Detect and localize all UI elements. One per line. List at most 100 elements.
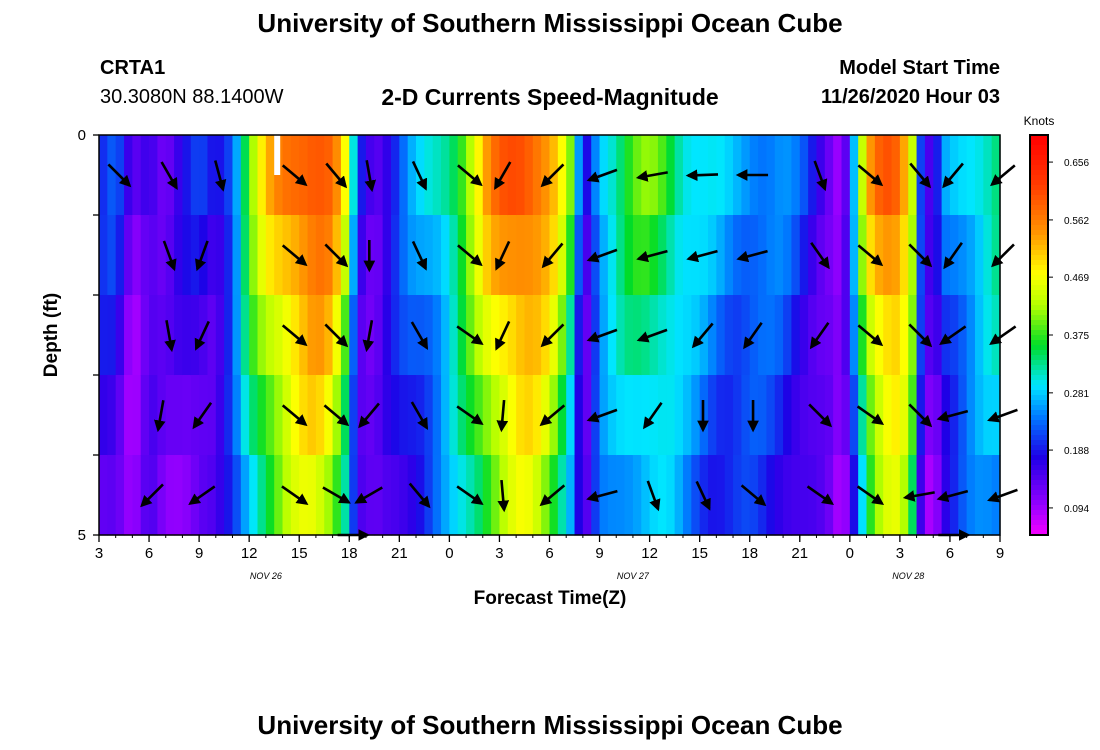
heat-cell — [532, 215, 542, 296]
colorbar-segment — [1030, 430, 1048, 436]
heat-cell — [891, 215, 901, 296]
current-vector — [160, 161, 178, 191]
colorbar-segment — [1030, 420, 1048, 426]
current-vector — [908, 403, 933, 428]
heat-cell — [99, 455, 108, 536]
heat-cell — [432, 455, 442, 536]
heat-cell — [674, 295, 684, 376]
heat-cell — [849, 375, 859, 456]
colorbar-segment — [1030, 510, 1048, 516]
current-vector — [322, 486, 351, 504]
heat-cell — [441, 135, 450, 216]
heat-cell — [457, 135, 467, 216]
current-vector — [586, 328, 618, 343]
current-vector — [323, 404, 350, 427]
colorbar-segment — [1030, 230, 1048, 236]
colorbar-segment — [1030, 350, 1048, 356]
heat-cell — [974, 135, 984, 216]
heat-cell — [674, 135, 684, 216]
heat-cell — [666, 375, 676, 456]
current-vector — [636, 249, 668, 263]
heat-cell — [482, 215, 492, 296]
heat-cell — [624, 295, 634, 376]
current-vector — [456, 485, 484, 505]
heat-cell — [449, 295, 459, 376]
heat-cell — [491, 375, 501, 456]
current-vector — [943, 241, 963, 270]
x-tick-label: 3 — [95, 545, 103, 562]
heat-cell — [808, 135, 818, 216]
heat-cell — [265, 135, 275, 216]
heat-cell — [282, 135, 292, 216]
heat-cell — [190, 215, 200, 296]
current-vector — [936, 409, 969, 423]
heat-cell — [190, 375, 200, 456]
heat-cell — [165, 375, 175, 456]
heat-cell — [766, 295, 776, 376]
heat-cell — [966, 455, 976, 536]
heat-cell — [582, 455, 592, 536]
colorbar-segment — [1030, 245, 1048, 251]
heat-cell — [299, 215, 309, 296]
heat-cell — [307, 375, 317, 456]
heat-cell — [824, 375, 834, 456]
heat-cell — [524, 295, 534, 376]
x-tick-label: 21 — [391, 545, 408, 562]
heat-cell — [482, 375, 492, 456]
heat-cell — [741, 455, 751, 536]
heat-cell — [833, 455, 843, 536]
heat-cell — [666, 295, 676, 376]
current-vector — [743, 321, 763, 350]
heat-cell — [733, 455, 742, 536]
heat-cell — [340, 375, 350, 456]
heat-cell — [99, 215, 108, 296]
heat-cell — [215, 455, 225, 536]
heat-cell — [349, 135, 359, 216]
heat-cell — [374, 375, 384, 456]
heat-cell — [557, 135, 567, 216]
current-vector — [856, 485, 885, 505]
heat-cell — [883, 375, 893, 456]
x-tick-label: 6 — [946, 545, 954, 562]
heat-cell — [682, 295, 692, 376]
colorbar-segment — [1030, 515, 1048, 521]
heat-cell — [340, 295, 350, 376]
heat-cell — [532, 135, 542, 216]
current-vector — [909, 162, 932, 189]
colorbar-segment — [1030, 435, 1048, 441]
heat-cell — [457, 215, 467, 296]
current-vector — [107, 163, 132, 188]
heat-cell — [724, 375, 734, 456]
heat-cell — [274, 455, 284, 536]
heat-cell — [766, 455, 776, 536]
colorbar-segment — [1030, 440, 1048, 446]
heat-cell — [891, 455, 901, 536]
heat-cell — [858, 375, 868, 456]
heat-cell — [824, 135, 834, 216]
colorbar-segment — [1030, 325, 1048, 331]
heat-cell — [491, 455, 501, 536]
heat-cell — [432, 375, 442, 456]
heat-cell — [507, 295, 517, 376]
heat-cell — [691, 375, 701, 456]
current-vector — [410, 321, 429, 351]
heat-cell — [624, 455, 634, 536]
colorbar-segment — [1030, 450, 1048, 456]
heat-cell — [858, 455, 868, 536]
heat-cell — [99, 135, 108, 216]
heat-cell — [307, 135, 317, 216]
heat-cell — [399, 215, 409, 296]
current-vector — [736, 249, 768, 263]
current-vector — [857, 164, 884, 187]
colorbar-segment — [1030, 330, 1048, 336]
heat-cell — [199, 135, 209, 216]
heat-cell — [799, 295, 809, 376]
heat-cell — [574, 295, 584, 376]
heat-cell — [858, 295, 868, 376]
heat-cell — [566, 375, 576, 456]
heat-cell — [632, 135, 642, 216]
current-vector — [456, 325, 484, 345]
current-vector — [281, 404, 308, 427]
current-vector — [539, 484, 566, 507]
heat-cell — [532, 375, 542, 456]
